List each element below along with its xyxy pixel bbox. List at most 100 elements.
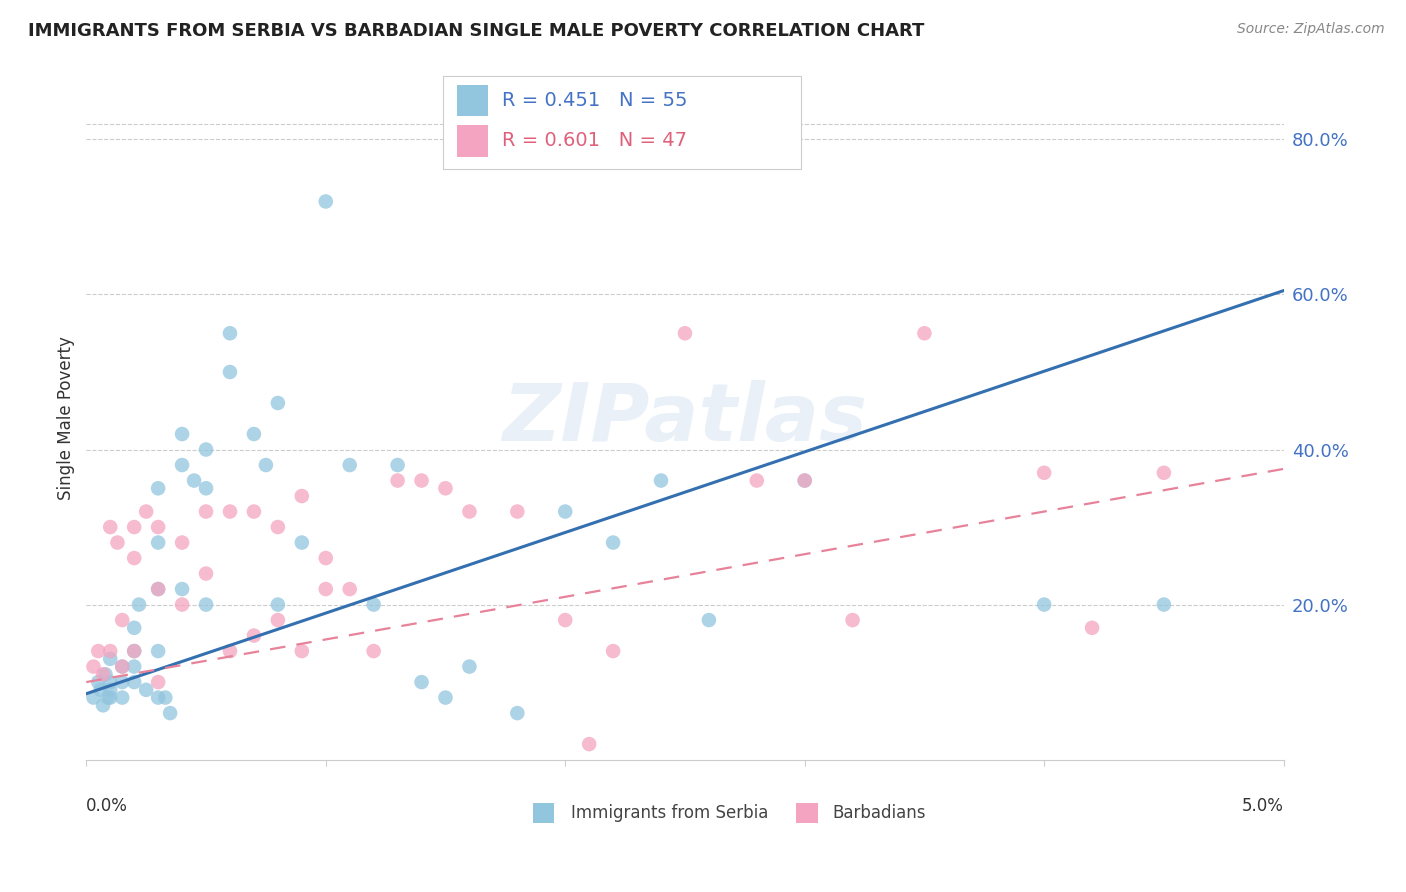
Point xyxy=(411,474,433,488)
Point xyxy=(98,690,121,705)
Point xyxy=(506,706,529,720)
Point xyxy=(254,458,277,472)
Point xyxy=(243,504,266,518)
Point xyxy=(219,326,242,341)
Point xyxy=(91,698,114,713)
Point xyxy=(87,675,110,690)
Y-axis label: Single Male Poverty: Single Male Poverty xyxy=(58,336,75,500)
Point xyxy=(135,504,157,518)
Point xyxy=(91,667,114,681)
Text: Source: ZipAtlas.com: Source: ZipAtlas.com xyxy=(1237,22,1385,37)
Point xyxy=(170,582,193,596)
Point xyxy=(135,682,157,697)
Text: Barbadians: Barbadians xyxy=(832,804,925,822)
Point xyxy=(159,706,181,720)
Point xyxy=(122,520,145,534)
Point xyxy=(267,520,290,534)
Point xyxy=(146,644,169,658)
Point xyxy=(170,598,193,612)
Point xyxy=(243,629,266,643)
Point xyxy=(122,551,145,566)
Text: 0.0%: 0.0% xyxy=(86,797,128,815)
Point xyxy=(315,194,337,209)
Point xyxy=(697,613,720,627)
Point xyxy=(267,598,290,612)
Point xyxy=(170,458,193,472)
Point xyxy=(554,504,576,518)
Point xyxy=(111,659,134,673)
Point xyxy=(122,675,145,690)
Point xyxy=(195,598,218,612)
Point xyxy=(458,659,481,673)
Point xyxy=(195,504,218,518)
Point xyxy=(363,644,385,658)
Point xyxy=(90,682,112,697)
Point xyxy=(243,427,266,442)
Point xyxy=(146,582,169,596)
Point xyxy=(107,535,129,549)
Point xyxy=(554,613,576,627)
Point xyxy=(219,644,242,658)
Text: ZIPatlas: ZIPatlas xyxy=(502,379,868,458)
Point xyxy=(170,427,193,442)
Point xyxy=(339,458,361,472)
Point xyxy=(411,675,433,690)
Point xyxy=(87,644,110,658)
Point xyxy=(1153,598,1175,612)
Point xyxy=(195,442,218,457)
Point xyxy=(98,520,121,534)
Point xyxy=(98,682,121,697)
Point xyxy=(170,535,193,549)
Point xyxy=(1033,598,1056,612)
Point xyxy=(111,690,134,705)
Point xyxy=(94,667,117,681)
Point xyxy=(291,489,314,503)
Point xyxy=(458,504,481,518)
Point xyxy=(122,644,145,658)
Point xyxy=(650,474,672,488)
Text: R = 0.601   N = 47: R = 0.601 N = 47 xyxy=(502,131,688,151)
Text: Immigrants from Serbia: Immigrants from Serbia xyxy=(571,804,769,822)
Point xyxy=(267,396,290,410)
Point xyxy=(912,326,935,341)
Point xyxy=(146,481,169,495)
Point xyxy=(128,598,150,612)
Point xyxy=(122,621,145,635)
Point xyxy=(146,535,169,549)
Point xyxy=(183,474,205,488)
Point xyxy=(673,326,696,341)
FancyBboxPatch shape xyxy=(533,803,554,823)
Text: R = 0.451   N = 55: R = 0.451 N = 55 xyxy=(502,91,688,111)
Point xyxy=(602,535,624,549)
Point xyxy=(793,474,815,488)
Point xyxy=(387,474,409,488)
Point xyxy=(82,690,104,705)
Point xyxy=(219,504,242,518)
Point xyxy=(146,582,169,596)
FancyBboxPatch shape xyxy=(796,803,818,823)
Point xyxy=(339,582,361,596)
Point xyxy=(745,474,768,488)
Point xyxy=(219,365,242,379)
Point xyxy=(122,644,145,658)
Point xyxy=(1081,621,1104,635)
Point xyxy=(98,675,121,690)
Point xyxy=(602,644,624,658)
Text: IMMIGRANTS FROM SERBIA VS BARBADIAN SINGLE MALE POVERTY CORRELATION CHART: IMMIGRANTS FROM SERBIA VS BARBADIAN SING… xyxy=(28,22,925,40)
Point xyxy=(97,690,120,705)
Point xyxy=(506,504,529,518)
Point xyxy=(434,690,457,705)
Point xyxy=(387,458,409,472)
Point xyxy=(1153,466,1175,480)
Point xyxy=(98,644,121,658)
Point xyxy=(1033,466,1056,480)
Point xyxy=(98,652,121,666)
Point xyxy=(146,690,169,705)
Point xyxy=(195,566,218,581)
Point xyxy=(267,613,290,627)
Point xyxy=(291,535,314,549)
Point xyxy=(291,644,314,658)
Text: 5.0%: 5.0% xyxy=(1241,797,1284,815)
Point xyxy=(841,613,863,627)
Point xyxy=(793,474,815,488)
